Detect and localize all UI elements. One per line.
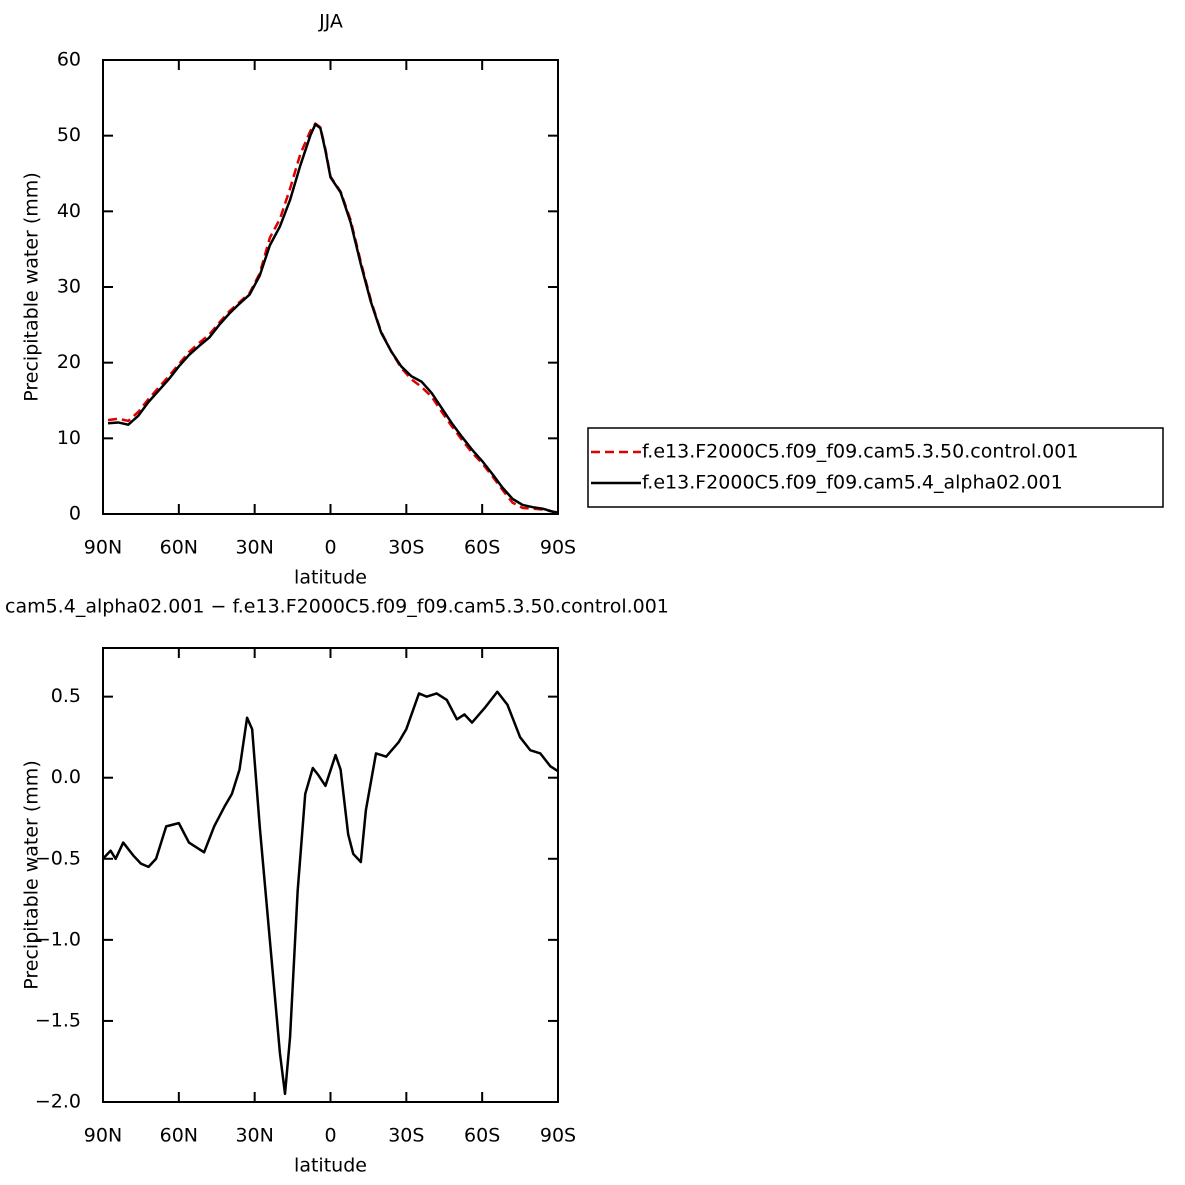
x-tick-label: 60S — [464, 537, 500, 559]
x-axis-label: latitude — [294, 567, 367, 589]
y-tick-label: 0 — [69, 503, 81, 525]
x-tick-label: 60N — [160, 1125, 198, 1147]
x-tick-label: 30S — [388, 1125, 424, 1147]
x-tick-label: 30N — [235, 537, 273, 559]
x-axis-label: latitude — [294, 1155, 367, 1177]
y-tick-label: −0.5 — [35, 847, 81, 869]
x-tick-label: 90S — [540, 1125, 576, 1147]
chart-title: JJA — [318, 11, 343, 33]
data-line — [107, 123, 559, 514]
data-line — [102, 690, 559, 1096]
y-tick-label: −1.5 — [35, 1009, 81, 1031]
x-tick-label: 90N — [84, 1125, 122, 1147]
legend-label: f.e13.F2000C5.f09_f09.cam5.3.50.control.… — [642, 441, 1078, 463]
legend-label: f.e13.F2000C5.f09_f09.cam5.4_alpha02.001 — [642, 472, 1063, 494]
x-tick-label: 90N — [84, 537, 122, 559]
x-tick-label: 0 — [324, 1125, 336, 1147]
y-tick-label: −2.0 — [35, 1091, 81, 1113]
y-tick-label: 30 — [57, 276, 81, 298]
y-axis-label: Precipitable water (mm) — [21, 760, 43, 989]
y-tick-label: 10 — [57, 427, 81, 449]
chart-title: cam5.4_alpha02.001 − f.e13.F2000C5.f09_f… — [5, 596, 669, 618]
y-tick-label: 40 — [57, 200, 81, 222]
plot-frame — [102, 59, 559, 515]
y-tick-label: 50 — [57, 124, 81, 146]
x-tick-label: 60S — [464, 1125, 500, 1147]
x-tick-label: 0 — [324, 537, 336, 559]
y-tick-label: −1.0 — [35, 928, 81, 950]
y-axis-label: Precipitable water (mm) — [21, 172, 43, 401]
y-tick-label: 60 — [57, 49, 81, 71]
y-tick-label: 20 — [57, 351, 81, 373]
x-tick-label: 30N — [235, 1125, 273, 1147]
x-tick-label: 60N — [160, 537, 198, 559]
y-tick-label: 0.0 — [51, 766, 81, 788]
legend-box — [587, 427, 1164, 508]
x-tick-label: 90S — [540, 537, 576, 559]
plot-frame — [102, 647, 559, 1103]
x-tick-label: 30S — [388, 537, 424, 559]
y-tick-label: 0.5 — [51, 685, 81, 707]
